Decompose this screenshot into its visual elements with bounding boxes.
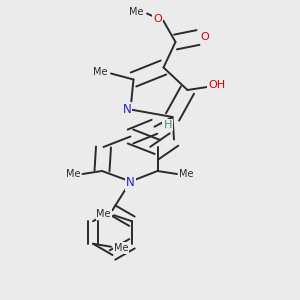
Text: OH: OH <box>208 80 226 91</box>
Text: Me: Me <box>179 169 194 179</box>
Text: N: N <box>122 103 131 116</box>
Text: Me: Me <box>93 67 107 77</box>
Text: Me: Me <box>114 243 128 253</box>
Text: Me: Me <box>97 209 111 219</box>
Text: N: N <box>126 176 135 190</box>
Text: O: O <box>153 14 162 25</box>
Text: Me: Me <box>66 169 80 179</box>
Text: Me: Me <box>130 7 144 17</box>
Text: O: O <box>200 32 209 42</box>
Text: H: H <box>164 120 172 130</box>
